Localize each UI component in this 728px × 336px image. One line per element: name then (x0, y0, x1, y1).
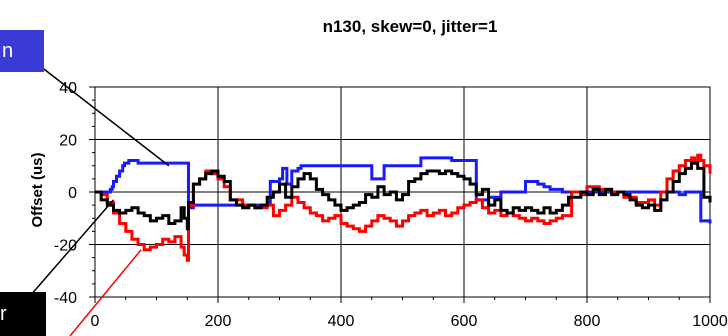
callout-box-black: r (0, 292, 46, 336)
blue-callout-pointer (39, 65, 170, 167)
series-line-black (95, 161, 712, 231)
x-tick-label: 0 (91, 313, 100, 330)
series-layer (95, 153, 712, 262)
callout-pointers (29, 65, 170, 336)
y-axis-label: Offset (us) (29, 152, 46, 227)
y-tick-label: -40 (54, 290, 77, 307)
x-tick-label: 200 (205, 313, 232, 330)
red-callout-pointer (69, 249, 142, 336)
series-line-blue (95, 156, 712, 224)
x-tick-label: 600 (451, 313, 478, 330)
y-tick-label: 0 (68, 185, 77, 202)
callout-black-text: r (0, 303, 7, 325)
callout-box-blue: n (0, 30, 44, 72)
callout-blue-text: n (2, 40, 14, 62)
chart-title: n130, skew=0, jitter=1 (323, 17, 498, 36)
y-tick-label: 20 (59, 133, 77, 150)
x-tick-label: 800 (574, 313, 601, 330)
x-tick-label: 400 (328, 313, 355, 330)
black-callout-pointer (29, 199, 115, 297)
x-tick-label: 1000 (692, 313, 728, 330)
series-line-red (95, 153, 712, 262)
y-tick-label: -20 (54, 238, 77, 255)
